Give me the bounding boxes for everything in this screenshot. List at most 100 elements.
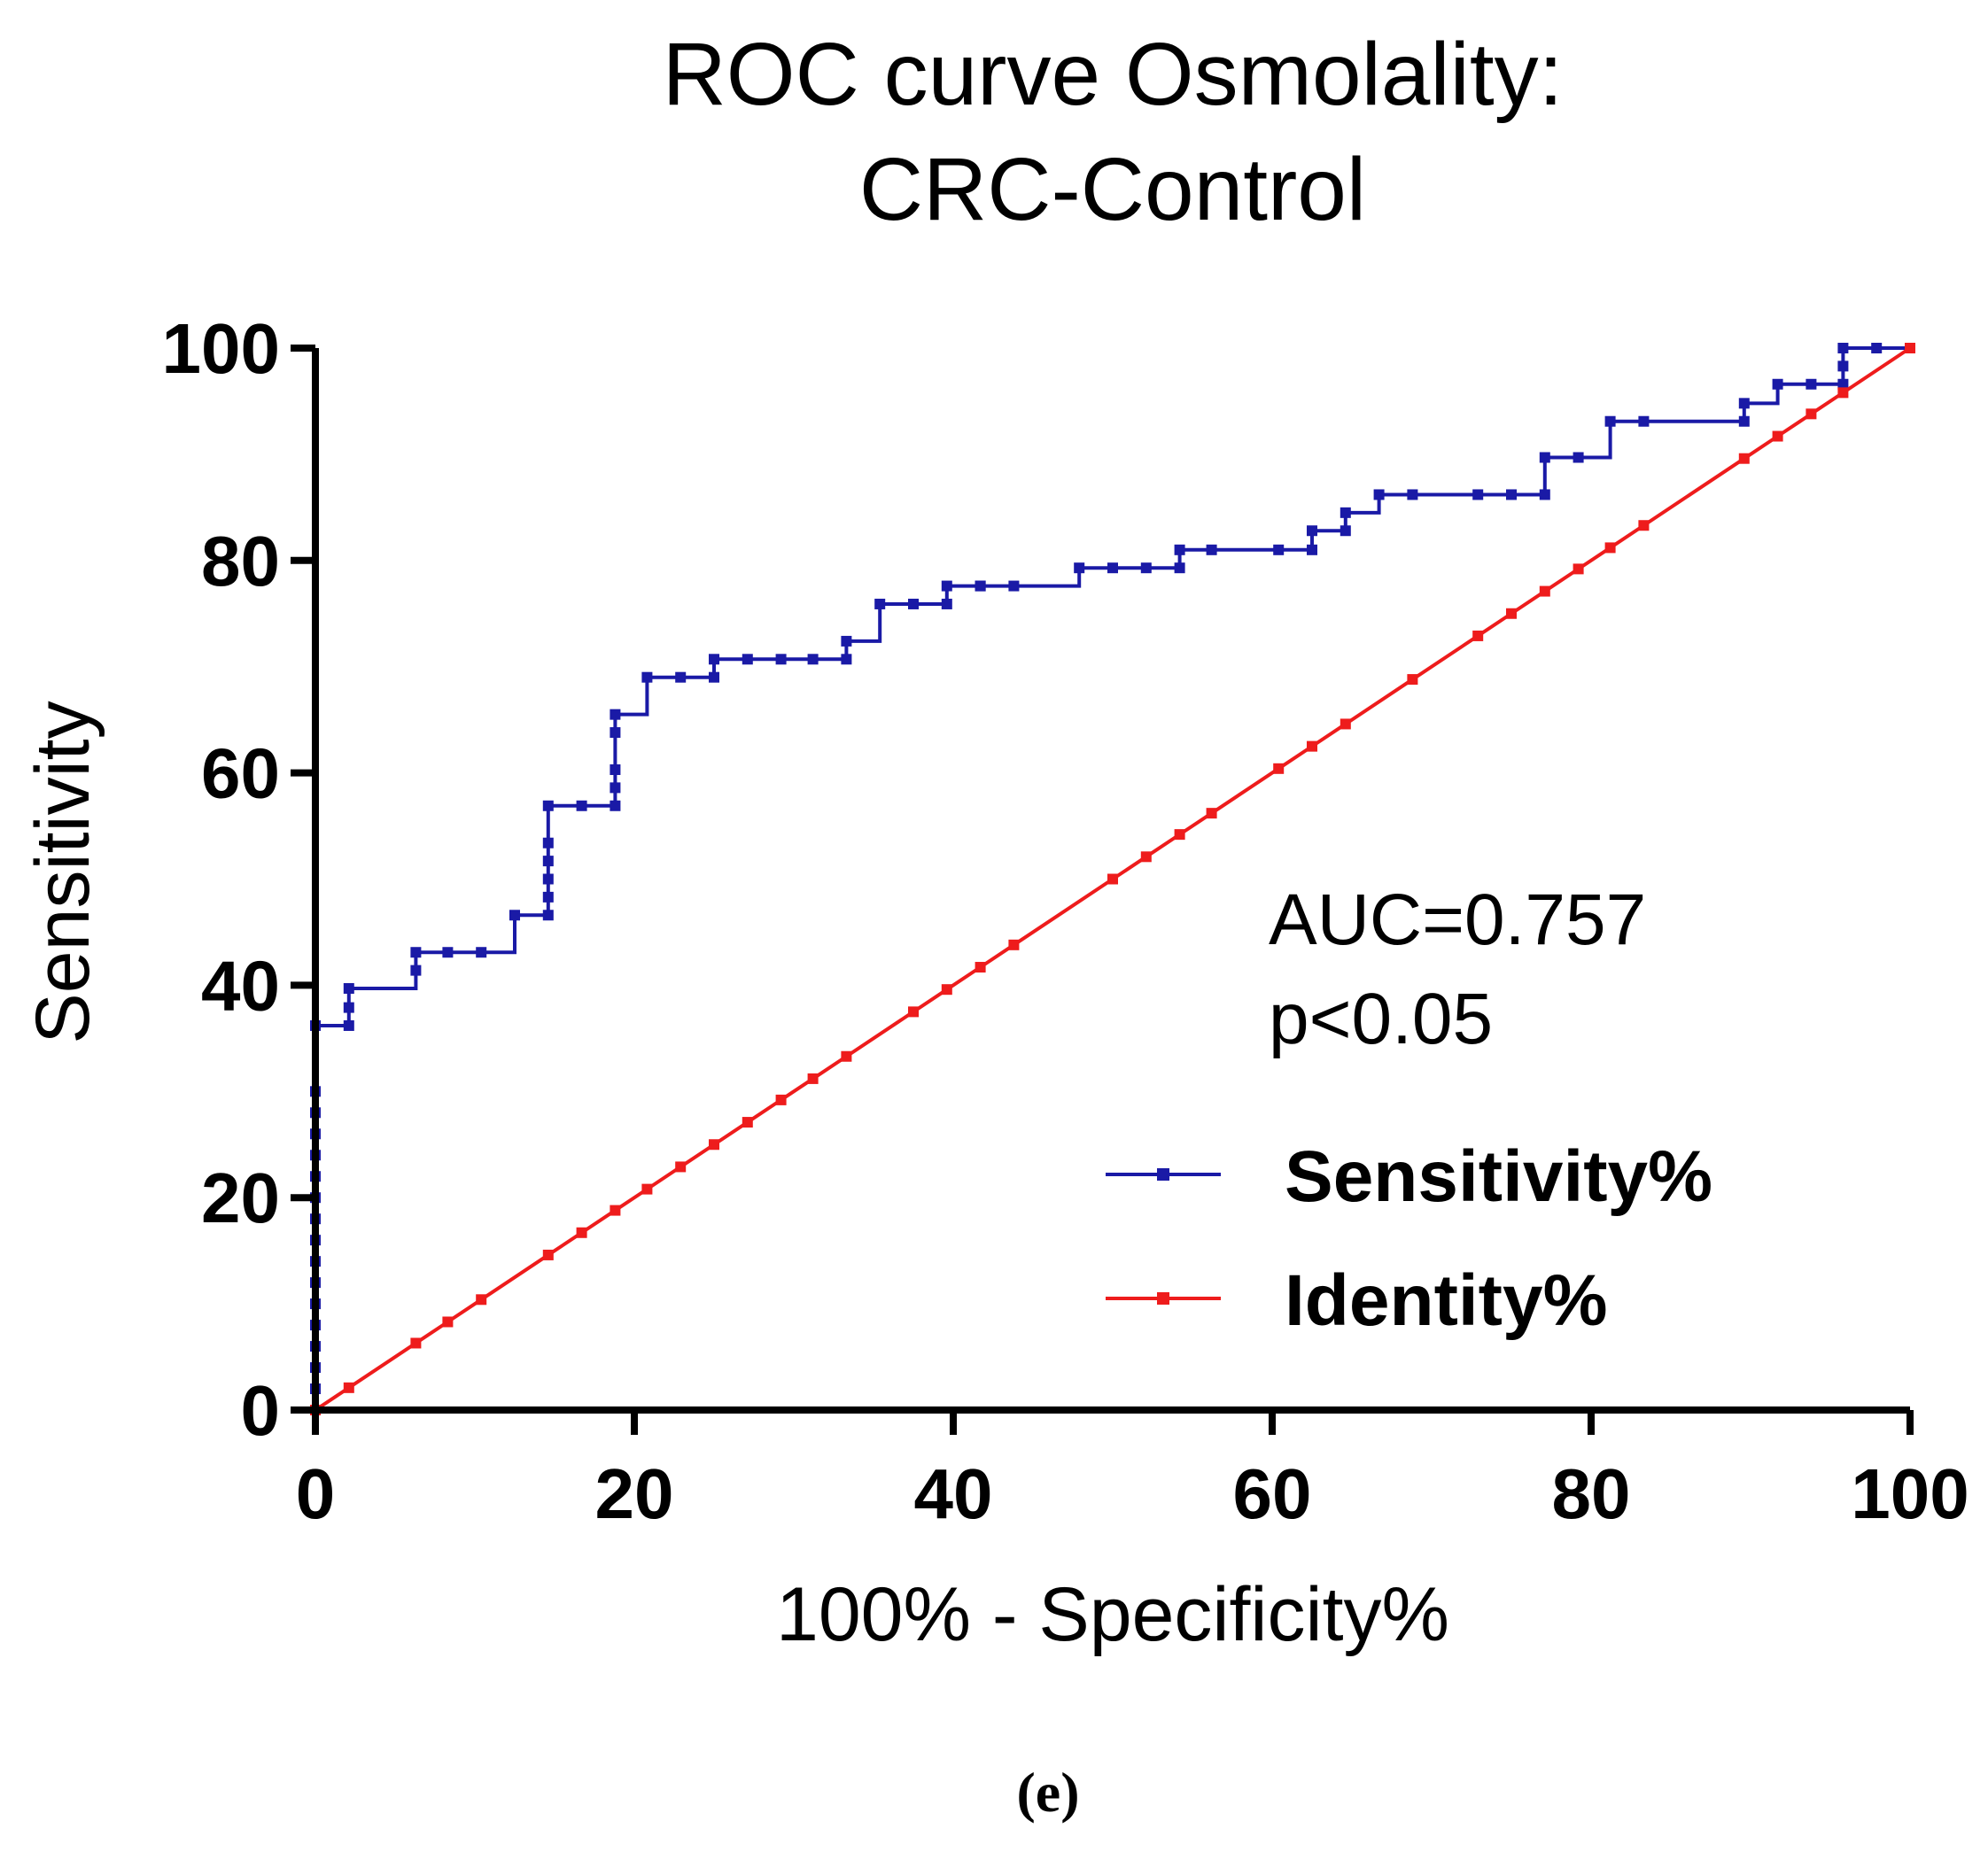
y-tick-label-3: 60 xyxy=(201,734,280,813)
series-0-point-55 xyxy=(1140,562,1152,574)
series-0-point-20 xyxy=(410,965,422,976)
series-0-point-31 xyxy=(576,800,587,811)
legend-marker-sensitivity xyxy=(1157,1168,1169,1181)
series-0-point-66 xyxy=(1472,489,1484,500)
series-0-point-54 xyxy=(1107,562,1118,574)
series-1-point-7 xyxy=(610,1205,621,1216)
series-0-point-51 xyxy=(975,580,986,592)
y-tick-label-4: 80 xyxy=(201,522,280,601)
series-1-point-19 xyxy=(1107,873,1118,885)
series-0-point-75 xyxy=(1772,378,1783,390)
series-0-point-17 xyxy=(343,1019,354,1031)
panel-label: (e) xyxy=(1016,1761,1079,1824)
series-0-point-23 xyxy=(476,947,487,958)
series-1-point-12 xyxy=(775,1094,787,1105)
series-0-point-72 xyxy=(1638,415,1650,427)
series-0-point-43 xyxy=(807,654,819,665)
legend: Sensitivity% Identity% xyxy=(1106,1136,1712,1341)
series-1-point-17 xyxy=(975,962,986,973)
y-tick-label-1: 20 xyxy=(201,1158,280,1237)
series-0-point-37 xyxy=(641,671,653,683)
series-1-point-26 xyxy=(1407,674,1418,686)
series-1-point-15 xyxy=(908,1006,919,1018)
x-tick-label-5: 100 xyxy=(1851,1454,1969,1533)
series-1-point-35 xyxy=(1806,408,1817,420)
series-1-point-20 xyxy=(1140,851,1152,863)
series-0-point-73 xyxy=(1738,415,1750,427)
series-0-point-78 xyxy=(1837,360,1849,372)
legend-marker-identity xyxy=(1157,1292,1169,1305)
series-0-point-42 xyxy=(775,654,787,665)
series-1-point-21 xyxy=(1174,829,1185,841)
series-0-point-45 xyxy=(841,635,852,647)
series-0-point-64 xyxy=(1373,489,1385,500)
auc-annotation: AUC=0.757 xyxy=(1269,880,1646,960)
x-tick-label-2: 40 xyxy=(914,1454,993,1533)
series-1-point-6 xyxy=(576,1227,587,1238)
series-0-point-49 xyxy=(941,580,952,592)
series-1-point-5 xyxy=(542,1249,554,1260)
series-0-point-33 xyxy=(610,782,621,794)
series-0-point-76 xyxy=(1806,378,1817,390)
series-0-point-61 xyxy=(1307,525,1317,537)
series-1-point-1 xyxy=(343,1382,354,1393)
y-tick-label-0: 0 xyxy=(241,1371,281,1450)
series-0-point-30 xyxy=(542,800,554,811)
series-0-point-19 xyxy=(343,982,354,994)
series-0-point-34 xyxy=(610,764,621,776)
chart-title-line-2: CRC-Control xyxy=(859,140,1366,239)
series-0-point-58 xyxy=(1206,544,1217,555)
series-1-point-37 xyxy=(1905,343,1915,353)
series-1-point-28 xyxy=(1506,608,1517,619)
series-0-point-44 xyxy=(841,654,852,665)
series-1-point-14 xyxy=(841,1050,852,1062)
series-0-point-65 xyxy=(1407,489,1418,500)
series-1-point-16 xyxy=(941,984,952,996)
series-0-point-56 xyxy=(1174,562,1185,574)
series-0-point-47 xyxy=(908,598,919,609)
series-0-point-26 xyxy=(542,891,554,903)
series-0-point-53 xyxy=(1074,562,1085,574)
series-0-point-71 xyxy=(1604,415,1616,427)
series-0-point-41 xyxy=(742,654,753,665)
y-axis-label: Sensitivity xyxy=(20,701,105,1043)
series-0-point-27 xyxy=(542,873,554,885)
x-tick-label-4: 80 xyxy=(1552,1454,1631,1533)
series-0-point-29 xyxy=(542,837,554,849)
plot-area: 0 20 40 60 80 100 0 20 40 60 80 100 xyxy=(162,309,1969,1533)
series-0-point-80 xyxy=(1871,343,1883,353)
y-tick-label-5: 100 xyxy=(162,309,280,388)
series-0-point-62 xyxy=(1340,525,1351,537)
series-0-point-52 xyxy=(1008,580,1020,592)
series-0-point-57 xyxy=(1174,544,1185,555)
series-1-point-3 xyxy=(442,1316,454,1328)
series-0-point-74 xyxy=(1738,398,1750,409)
series-0-point-18 xyxy=(343,1002,354,1013)
series-0-point-79 xyxy=(1837,343,1849,353)
p-value-annotation: p<0.05 xyxy=(1269,979,1493,1059)
series-1-point-23 xyxy=(1273,763,1285,774)
series-1-point-24 xyxy=(1307,740,1317,752)
x-tick-label-1: 20 xyxy=(595,1454,674,1533)
series-1-point-13 xyxy=(807,1073,819,1084)
series-1-point-4 xyxy=(476,1294,487,1306)
chart-title-line-1: ROC curve Osmolality: xyxy=(663,25,1564,124)
series-1-point-32 xyxy=(1638,520,1650,531)
series-0-point-59 xyxy=(1273,544,1285,555)
series-0-point-69 xyxy=(1539,452,1550,463)
series-0-point-40 xyxy=(709,654,719,665)
series-0-point-48 xyxy=(941,598,952,609)
series-1-point-33 xyxy=(1738,453,1750,464)
series-1-point-31 xyxy=(1604,542,1616,554)
series-0-point-25 xyxy=(542,910,554,921)
series-0-point-60 xyxy=(1307,544,1317,555)
series-1-point-36 xyxy=(1837,387,1849,399)
legend-label-sensitivity: Sensitivity% xyxy=(1285,1136,1712,1217)
series-0-point-24 xyxy=(509,910,520,921)
x-tick-label-0: 0 xyxy=(296,1454,336,1533)
series-1-point-27 xyxy=(1472,630,1484,641)
series-1-point-18 xyxy=(1008,939,1020,950)
series-0-point-77 xyxy=(1837,378,1849,390)
series-0-point-39 xyxy=(709,671,719,683)
